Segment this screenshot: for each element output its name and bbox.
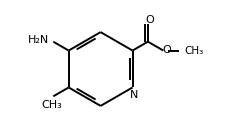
Text: CH₃: CH₃ <box>42 100 62 110</box>
Text: CH₃: CH₃ <box>184 46 203 56</box>
Text: O: O <box>145 14 154 25</box>
Text: H₂N: H₂N <box>28 35 49 45</box>
Text: O: O <box>162 45 171 55</box>
Text: N: N <box>129 90 138 100</box>
